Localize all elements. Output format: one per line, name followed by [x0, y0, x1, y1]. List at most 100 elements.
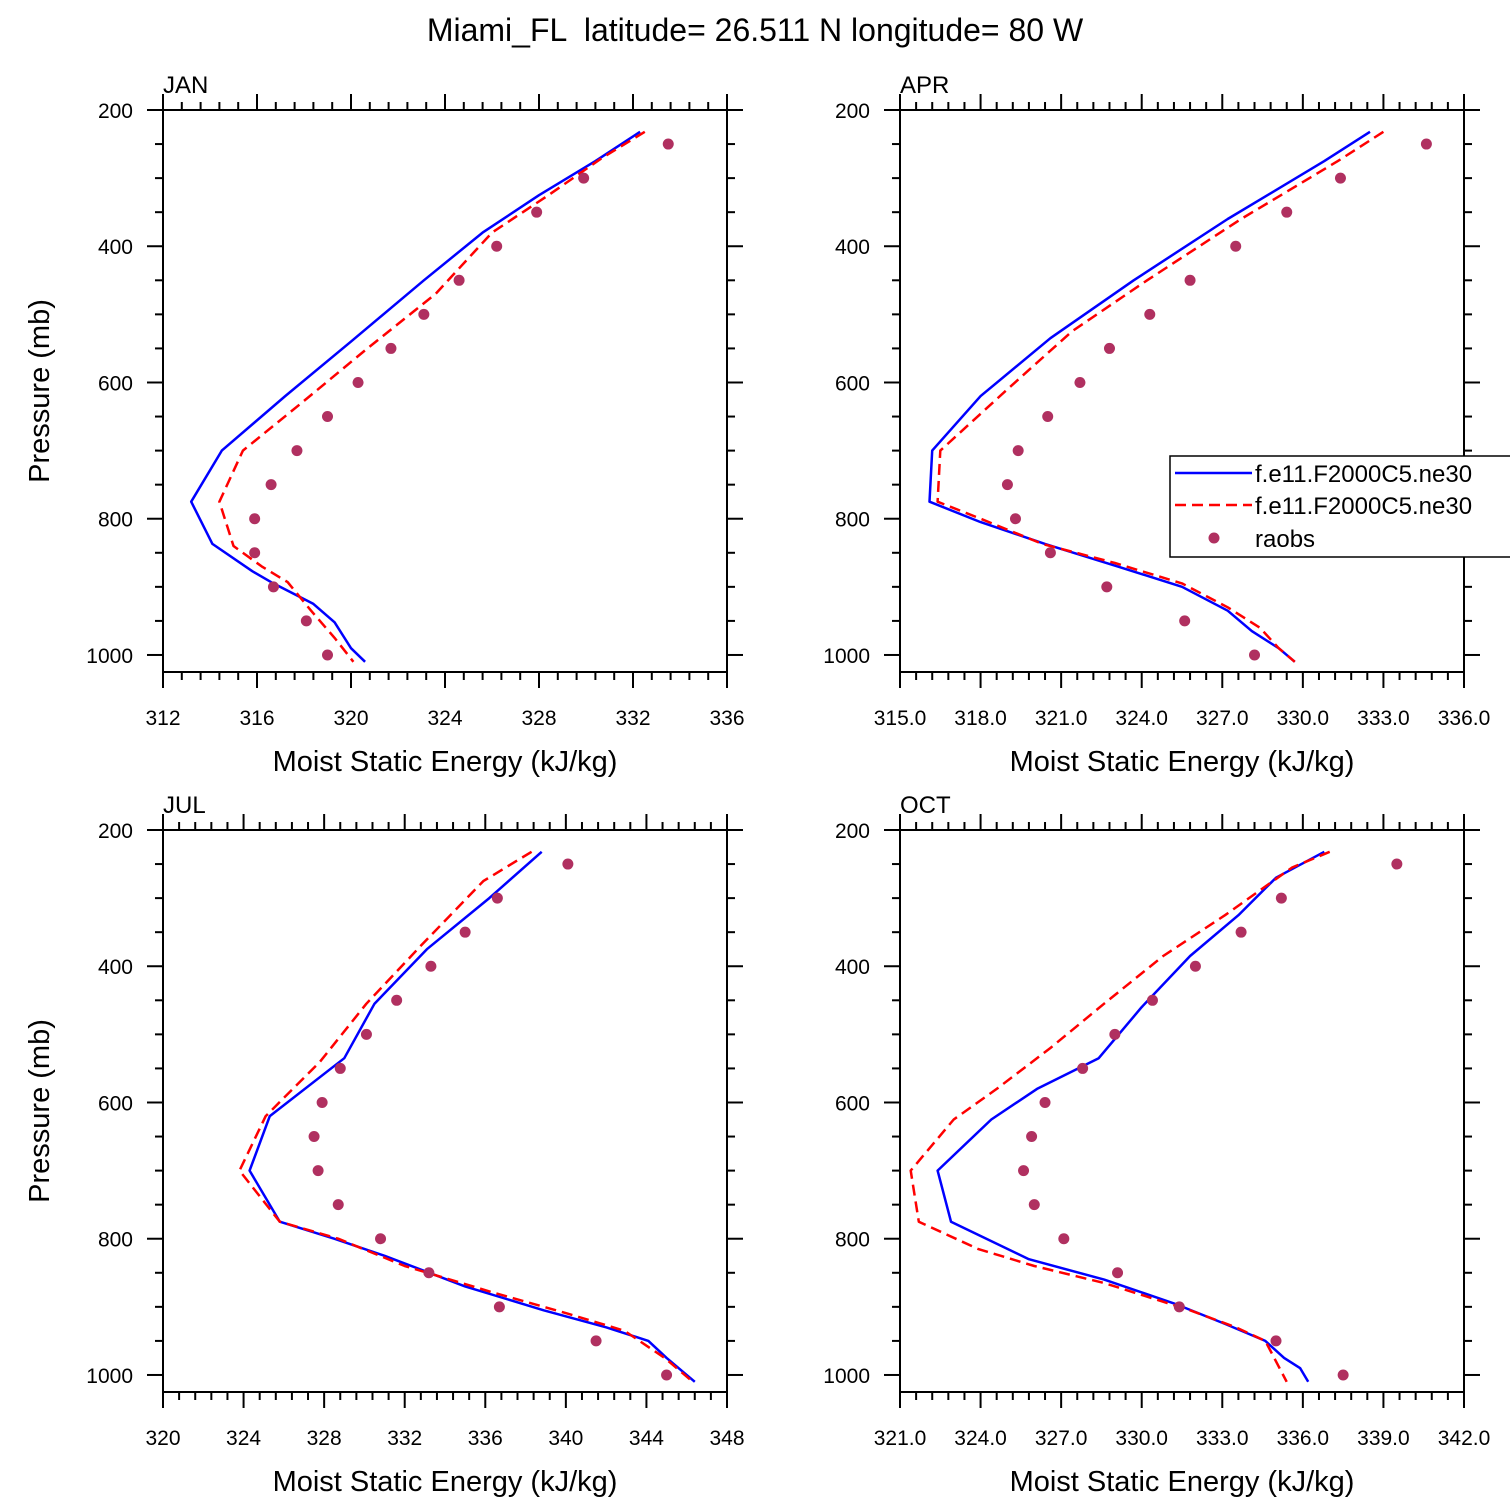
figure-title: Miami_FL latitude= 26.511 N longitude= 8…	[426, 12, 1084, 48]
y-tick-label: 800	[98, 509, 133, 532]
raobs-point	[1184, 274, 1196, 286]
raobs-point	[459, 926, 471, 938]
x-tick-label: 321.0	[1035, 707, 1088, 730]
series-line-dashed	[238, 850, 694, 1383]
raobs-point	[352, 376, 364, 388]
raobs-point	[425, 960, 437, 972]
x-tick-label: 333.0	[1196, 1427, 1249, 1450]
raobs-point	[1189, 960, 1201, 972]
x-tick-label: 327.0	[1196, 707, 1249, 730]
x-tick-label: 336.0	[1438, 707, 1491, 730]
y-axis-label: Pressure (mb)	[24, 1019, 56, 1203]
raobs-point	[1270, 1335, 1282, 1347]
raobs-point	[1275, 892, 1287, 904]
raobs-point	[493, 1301, 505, 1313]
raobs-point	[300, 615, 312, 627]
raobs-point	[590, 1335, 602, 1347]
raobs-point	[249, 547, 261, 559]
raobs-point	[1026, 1131, 1038, 1143]
y-tick-label: 200	[835, 100, 870, 123]
x-axis-label: Moist Static Energy (kJ/kg)	[1010, 746, 1355, 778]
raobs-point	[423, 1267, 435, 1279]
x-tick-label: 330.0	[1115, 1427, 1168, 1450]
x-tick-label: 328	[307, 1427, 342, 1450]
y-tick-label: 1000	[86, 1365, 133, 1388]
raobs-point	[1281, 206, 1293, 218]
raobs-point	[1039, 1096, 1051, 1108]
raobs-point	[1391, 858, 1403, 870]
plot-frame	[162, 829, 728, 1393]
panel-title-jan: JAN	[163, 72, 208, 99]
raobs-point	[391, 994, 403, 1006]
x-tick-label: 312	[145, 707, 180, 730]
raobs-point	[453, 274, 465, 286]
raobs-point	[1074, 376, 1086, 388]
raobs-point	[1077, 1062, 1089, 1074]
raobs-point	[308, 1131, 320, 1143]
raobs-point	[316, 1096, 328, 1108]
x-tick-label: 324.0	[1115, 707, 1168, 730]
raobs-point	[322, 649, 333, 661]
x-tick-label: 336	[468, 1427, 503, 1450]
y-tick-label: 600	[835, 372, 870, 395]
raobs-point	[1235, 926, 1247, 938]
raobs-point	[1179, 615, 1191, 627]
legend: f.e11.F2000C5.ne30 f.e11.F2000C5.ne30 ra…	[1169, 455, 1510, 558]
x-tick-label: 336.0	[1277, 1427, 1330, 1450]
x-tick-label: 332	[615, 707, 650, 730]
x-tick-label: 330.0	[1277, 707, 1330, 730]
x-axis-label: Moist Static Energy (kJ/kg)	[273, 1466, 618, 1498]
panels: 200 400 600 800 1000 312 316 320 324 328 332 336 JAN…	[24, 72, 1490, 1498]
raobs-point	[312, 1165, 324, 1177]
raobs-point	[1144, 308, 1156, 320]
x-tick-label: 339.0	[1357, 1427, 1410, 1450]
raobs-point	[1018, 1165, 1030, 1177]
panel-title-jul: JUL	[163, 792, 206, 819]
x-tick-label: 332	[387, 1427, 422, 1450]
y-tick-label: 600	[98, 372, 133, 395]
raobs-point	[249, 513, 261, 525]
y-tick-label: 200	[98, 100, 133, 123]
legend-label-raobs: raobs	[1255, 526, 1315, 553]
plot-frame	[899, 829, 1465, 1393]
raobs-point	[418, 308, 430, 320]
x-axis-label: Moist Static Energy (kJ/kg)	[1010, 1466, 1355, 1498]
raobs-point	[1146, 994, 1158, 1006]
raobs-point	[1230, 240, 1242, 252]
raobs-point	[360, 1028, 372, 1040]
series-line-solid	[189, 130, 641, 663]
y-tick-label: 800	[98, 1229, 133, 1252]
raobs-point	[375, 1233, 387, 1245]
legend-label-solid: f.e11.F2000C5.ne30	[1255, 461, 1472, 488]
raobs-point	[1042, 411, 1054, 423]
y-tick-label: 400	[835, 956, 870, 979]
x-tick-label: 340	[548, 1427, 583, 1450]
raobs-point	[1337, 1369, 1349, 1381]
raobs-point	[1334, 172, 1346, 184]
x-tick-label: 316	[239, 707, 274, 730]
panel-jul: 200 400 600 800 1000 320 324 328 332 336 340 344 348…	[24, 792, 745, 1498]
raobs-point	[578, 172, 590, 184]
series-line-dashed	[218, 130, 646, 663]
x-axis-label: Moist Static Energy (kJ/kg)	[273, 746, 618, 778]
raobs-point	[1420, 138, 1432, 150]
raobs-point	[1173, 1301, 1185, 1313]
raobs-point	[385, 342, 397, 354]
x-tick-label: 327.0	[1035, 1427, 1088, 1450]
raobs-point	[332, 1199, 344, 1211]
y-tick-label: 800	[835, 1229, 870, 1252]
series-line-dashed	[909, 850, 1331, 1383]
series-line-dashed	[936, 130, 1385, 663]
x-tick-label: 348	[709, 1427, 744, 1450]
y-axis-label: Pressure (mb)	[24, 299, 56, 483]
series-line-solid	[928, 130, 1371, 663]
y-tick-label: 1000	[823, 1365, 870, 1388]
x-tick-label: 333.0	[1357, 707, 1410, 730]
raobs-point	[1112, 1267, 1124, 1279]
raobs-point	[1109, 1028, 1121, 1040]
x-tick-label: 344	[629, 1427, 664, 1450]
raobs-point	[265, 479, 277, 491]
raobs-point	[1101, 581, 1113, 593]
y-tick-label: 800	[835, 509, 870, 532]
